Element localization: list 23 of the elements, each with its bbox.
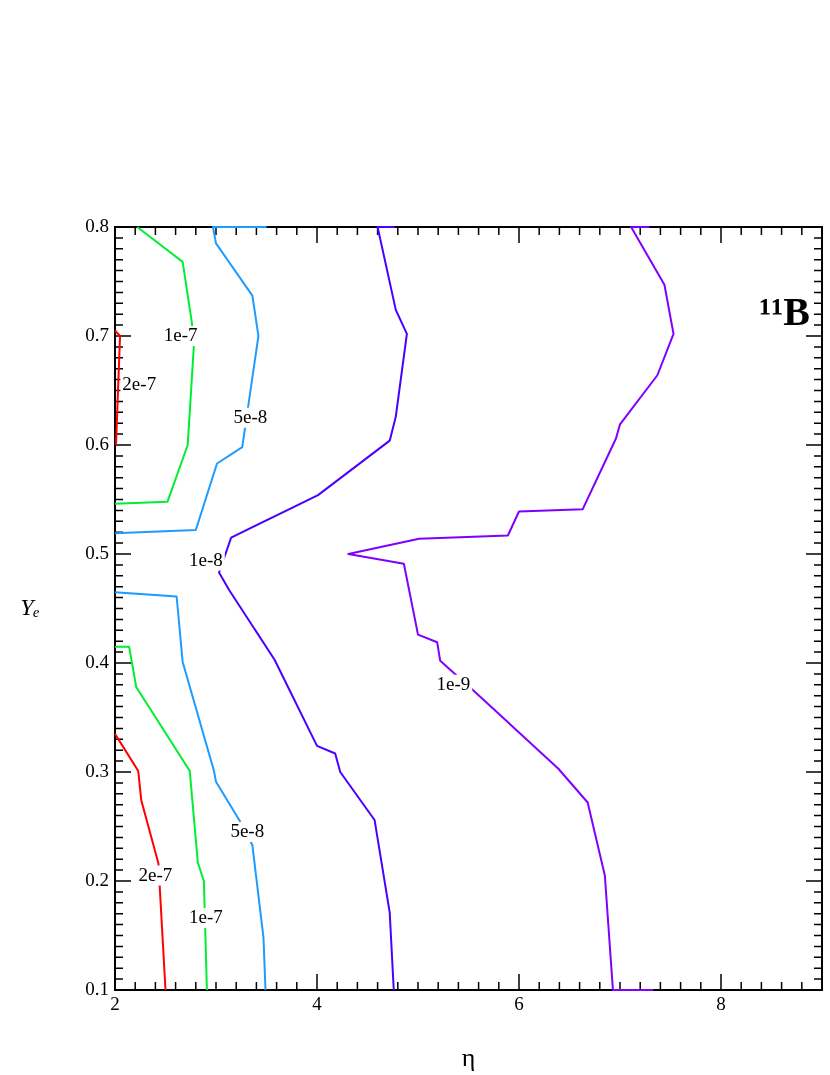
annotation: 5e-8	[230, 819, 265, 841]
x-tick-label: 8	[716, 993, 726, 1015]
y-tick-label: 0.2	[85, 868, 109, 890]
annotation: 2e-7	[138, 863, 173, 885]
x-tick-label: 2	[110, 993, 120, 1015]
y-axis-title: Yₑ	[20, 593, 40, 620]
x-tick-label: 6	[514, 993, 524, 1015]
annotation: 1e-7	[163, 323, 198, 345]
x-axis-title: η	[461, 1043, 476, 1073]
y-tick-label: 0.6	[85, 432, 109, 454]
annotation: 1e-9	[436, 672, 471, 694]
y-tick-label: 0.7	[85, 323, 109, 345]
x-tick-label: 4	[312, 993, 323, 1015]
annotation: 1e-8	[189, 548, 223, 570]
y-tick-label: 0.3	[85, 759, 109, 781]
annotation: 1e-7	[189, 906, 223, 928]
annotation: ¹¹B	[759, 288, 810, 334]
y-tick-label: 0.4	[85, 650, 110, 672]
y-tick-label: 0.1	[85, 977, 109, 999]
annotation: 5e-8	[233, 405, 268, 427]
annotation: 2e-7	[122, 373, 157, 395]
y-tick-label: 0.8	[85, 214, 109, 236]
y-tick-label: 0.5	[85, 541, 109, 563]
